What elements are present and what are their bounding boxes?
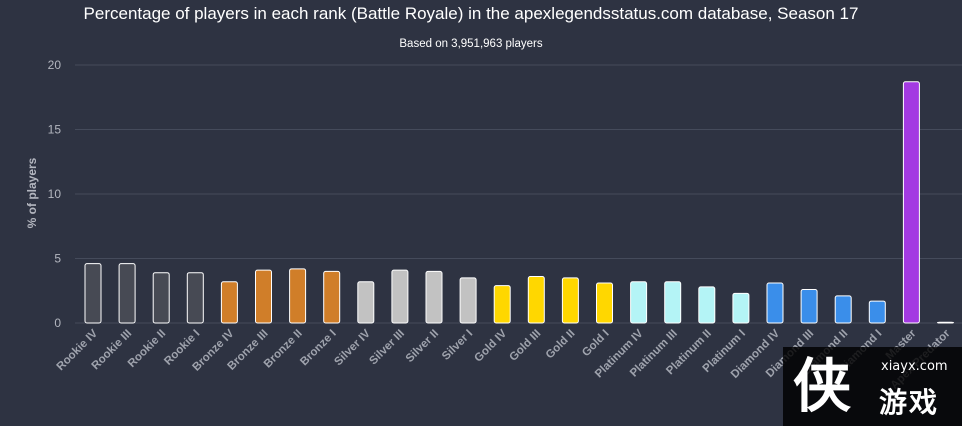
y-tick-label: 5 (54, 252, 61, 266)
x-tick-label: Rookie II (126, 328, 168, 370)
x-tick-label: Gold III (507, 328, 543, 364)
watermark-url: xiayx.com (881, 359, 948, 374)
watermark: 侠 xiayx.com 游戏 (783, 347, 962, 426)
bar (527, 276, 545, 324)
bar (493, 285, 511, 324)
x-tick-label: Gold II (544, 328, 578, 362)
x-tick-label: Silver I (440, 328, 475, 363)
watermark-logo: 侠 (793, 352, 852, 420)
y-axis-ticks: 0 5 10 15 20 (48, 58, 62, 330)
bar (902, 81, 920, 324)
x-tick-label: Gold IV (472, 327, 509, 364)
bar (766, 282, 784, 324)
bar (664, 281, 682, 324)
bar (186, 272, 204, 324)
bar (220, 281, 238, 324)
bar (118, 263, 136, 324)
watermark-name: 游戏 (879, 386, 940, 419)
bar (596, 282, 613, 324)
bar (800, 288, 818, 324)
bar (255, 269, 272, 324)
y-axis-label: % of players (25, 157, 39, 228)
x-tick-label: Silver III (367, 328, 407, 368)
x-tick-label: Silver II (404, 328, 441, 365)
bar (732, 292, 750, 324)
y-tick-label: 0 (54, 316, 61, 330)
bar (459, 277, 477, 324)
bar (357, 281, 375, 324)
bar (323, 270, 341, 324)
bar (152, 272, 170, 324)
x-tick-label: Bronze I (298, 328, 339, 369)
y-tick-label: 15 (48, 123, 62, 137)
bar (391, 269, 409, 324)
bar (84, 263, 102, 324)
bars (84, 81, 954, 324)
y-tick-label: 10 (48, 187, 62, 201)
y-tick-label: 20 (48, 58, 62, 72)
bar (868, 300, 886, 324)
bar (561, 277, 579, 324)
x-tick-label: Gold I (580, 328, 612, 360)
bar (698, 286, 716, 324)
bar (834, 295, 852, 324)
bar (289, 268, 307, 324)
chart-subtitle: Based on 3,951,963 players (399, 38, 542, 50)
x-tick-label: Silver IV (332, 327, 373, 368)
chart-title: Percentage of players in each rank (Batt… (84, 4, 859, 23)
bar (937, 321, 954, 324)
bar (425, 270, 443, 324)
gridlines (75, 64, 962, 324)
bar (630, 281, 648, 324)
